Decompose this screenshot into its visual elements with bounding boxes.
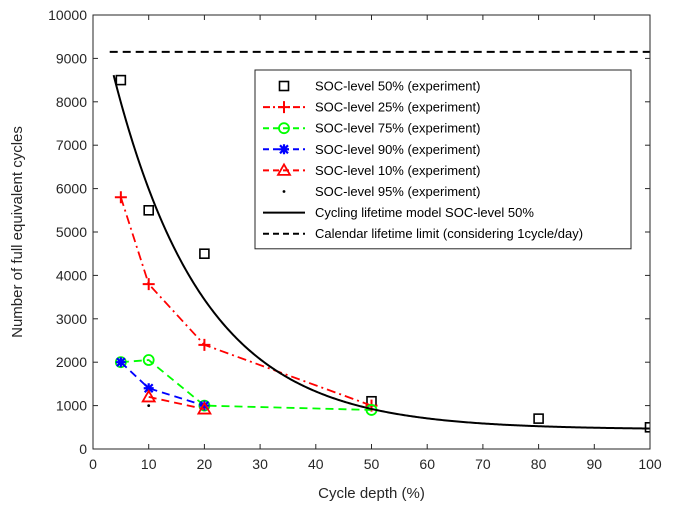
- legend-item: SOC-level 50% (experiment): [278, 79, 480, 94]
- legend-marker: [282, 190, 286, 193]
- series-6: [147, 404, 151, 407]
- y-tick-label: 3000: [56, 311, 87, 327]
- y-tick-label: 7000: [56, 137, 87, 153]
- y-tick-label: 1000: [56, 398, 87, 414]
- x-tick-label: 100: [638, 456, 662, 472]
- data-point: [147, 404, 151, 407]
- series-7: [112, 74, 650, 430]
- legend: SOC-level 50% (experiment) SOC-level 25% …: [254, 69, 632, 250]
- legend-box: [254, 69, 632, 250]
- data-point: [143, 205, 154, 216]
- legend-label: SOC-level 50% (experiment): [315, 79, 480, 94]
- plot-area: [109, 50, 650, 433]
- data-point: [199, 248, 210, 259]
- data-point: [198, 338, 211, 351]
- legend-item: SOC-level 95% (experiment): [282, 184, 480, 199]
- x-tick-label: 50: [364, 456, 380, 472]
- tick-labels: 0 10 20 30 40 50 60 70 80 90 100010002000300040005…: [48, 7, 662, 472]
- x-tick-label: 60: [419, 456, 435, 472]
- y-axis-label: Number of full equivalent cycles: [9, 126, 26, 338]
- y-tick-label: 5000: [56, 224, 87, 240]
- y-tick-label: 0: [79, 441, 87, 457]
- legend-label: SOC-level 25% (experiment): [315, 100, 480, 115]
- series-1: [115, 74, 650, 433]
- legend-marker: [278, 101, 290, 114]
- y-tick-label: 4000: [56, 267, 87, 283]
- y-tick-label: 9000: [56, 50, 87, 66]
- y-tick-label: 2000: [56, 354, 87, 370]
- y-tick-label: 8000: [56, 94, 87, 110]
- x-tick-label: 90: [587, 456, 603, 472]
- x-tick-label: 20: [197, 456, 213, 472]
- legend-item: Calendar lifetime limit (considering 1cy…: [263, 226, 583, 241]
- data-point: [533, 413, 544, 424]
- legend-label: SOC-level 95% (experiment): [315, 184, 480, 199]
- legend-marker: [278, 122, 290, 135]
- x-axis-label: Cycle depth (%): [318, 485, 425, 502]
- x-tick-label: 80: [531, 456, 547, 472]
- legend-marker: [276, 162, 292, 176]
- x-tick-label: 70: [475, 456, 491, 472]
- legend-item: SOC-level 90% (experiment): [263, 142, 480, 157]
- legend-marker: [279, 144, 289, 155]
- x-tick-label: 0: [89, 456, 97, 472]
- legend-item: SOC-level 25% (experiment): [263, 100, 480, 115]
- data-point: [115, 74, 127, 86]
- series-line: [148, 396, 205, 410]
- series-4: [115, 357, 210, 411]
- y-tick-label: 6000: [56, 181, 87, 197]
- legend-label: Cycling lifetime model SOC-level 50%: [315, 205, 534, 220]
- series-line: [120, 359, 372, 411]
- axes: [92, 14, 651, 450]
- data-point: [142, 354, 155, 366]
- series-line: [119, 197, 372, 407]
- data-point: [141, 389, 157, 403]
- data-point: [196, 401, 212, 415]
- series-line: [112, 74, 650, 430]
- legend-marker: [278, 80, 290, 92]
- legend-label: SOC-level 10% (experiment): [315, 163, 480, 178]
- legend-label: SOC-level 75% (experiment): [315, 121, 480, 136]
- x-tick-label: 10: [141, 456, 157, 472]
- legend-label: Calendar lifetime limit (considering 1cy…: [315, 226, 583, 241]
- legend-item: Cycling lifetime model SOC-level 50%: [263, 205, 534, 220]
- series-5: [141, 389, 212, 415]
- legend-item: SOC-level 75% (experiment): [263, 121, 480, 136]
- data-point: [644, 421, 650, 433]
- data-point: [115, 357, 126, 368]
- x-tick-label: 30: [252, 456, 268, 472]
- x-tick-label: 40: [308, 456, 324, 472]
- legend-item: SOC-level 10% (experiment): [263, 162, 480, 178]
- data-point: [143, 383, 154, 394]
- y-tick-label: 10000: [48, 7, 87, 23]
- legend-label: SOC-level 90% (experiment): [315, 142, 480, 157]
- data-point: [142, 278, 155, 291]
- data-point: [199, 400, 210, 411]
- data-point: [114, 191, 127, 204]
